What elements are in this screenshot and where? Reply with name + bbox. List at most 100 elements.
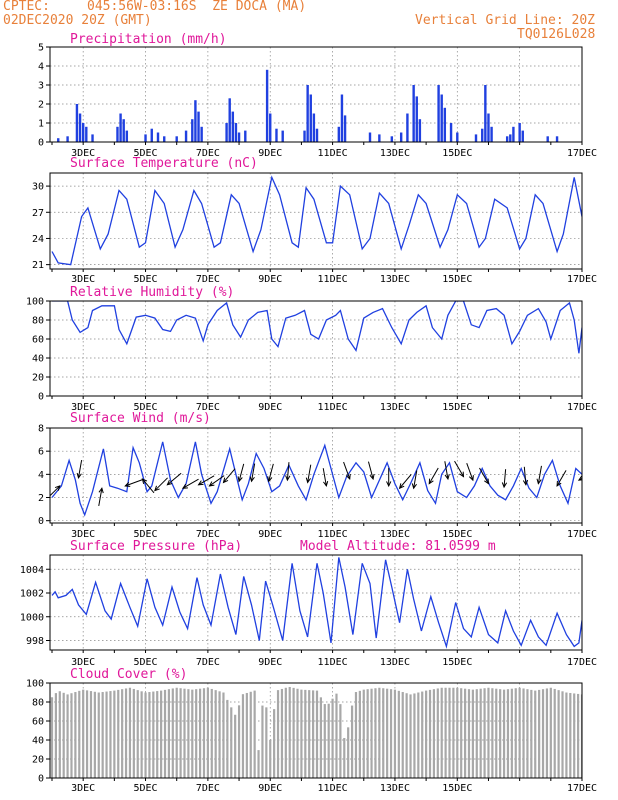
y-tick-label: 40	[32, 354, 44, 365]
cloud-bar	[499, 689, 502, 778]
cloud-bar	[167, 689, 171, 778]
cloud-bar	[534, 690, 537, 778]
cloud-bar	[405, 693, 408, 778]
cloud-bar	[386, 688, 389, 778]
wind-arrow-head	[459, 471, 465, 478]
precip-bar	[191, 119, 194, 142]
cloud-bar	[467, 689, 471, 778]
precip-bar	[237, 132, 241, 142]
x-tick-label: 5DEC	[133, 274, 157, 285]
cloud-bar	[393, 689, 397, 778]
precip-bar	[197, 111, 200, 142]
y-tick-label: 4	[38, 62, 44, 73]
precip-bar	[78, 113, 82, 142]
wind-arrow	[50, 485, 61, 497]
cloud-bar	[249, 691, 252, 778]
cloud-bar	[195, 689, 198, 778]
y-tick-label: 2	[38, 100, 44, 111]
precip-bar	[306, 85, 309, 142]
cloud-bar	[62, 692, 65, 778]
x-tick-label: 17DEC	[567, 402, 597, 413]
cloud-bar	[479, 688, 482, 778]
precip-bar	[418, 119, 422, 142]
cloud-bar	[222, 692, 225, 778]
y-tick-label: 1000	[20, 612, 44, 623]
cloud-bar	[234, 714, 237, 778]
x-tick-label: 9DEC	[258, 274, 282, 285]
cloud-bar	[163, 689, 167, 778]
cloud-bar	[463, 688, 467, 778]
header-location: 045:56W-03:16S ZE DOCA (MA)	[87, 0, 307, 14]
precip-bar	[490, 126, 493, 142]
cloud-bar	[553, 688, 556, 778]
precip-bar	[119, 113, 122, 142]
y-tick-label: 30	[32, 182, 44, 193]
cloud-bar	[226, 699, 229, 778]
panel-content	[51, 175, 582, 266]
wind-arrow	[238, 463, 245, 482]
x-tick-label: 5DEC	[133, 402, 157, 413]
y-tick-label: 21	[32, 260, 44, 271]
x-tick-label: 15DEC	[442, 657, 472, 668]
precip-bar	[390, 136, 394, 142]
y-tick-label: 998	[26, 636, 44, 647]
panel-frame	[49, 682, 583, 779]
wind-arrow	[537, 465, 542, 484]
cloud-bar	[300, 689, 303, 778]
wind-arrow-head	[444, 474, 450, 481]
cloud-bar	[569, 692, 572, 778]
x-tick-label: 3DEC	[71, 274, 95, 285]
cloud-bar	[218, 691, 221, 778]
x-tick-label: 3DEC	[71, 148, 95, 159]
x-tick-label: 15DEC	[442, 529, 472, 540]
cloud-bar	[339, 704, 342, 778]
cloud-bar	[315, 690, 319, 778]
wind-arrow	[479, 467, 489, 484]
x-tick-label: 9DEC	[258, 657, 282, 668]
x-tick-label: 3DEC	[71, 529, 95, 540]
cloud-bar	[280, 688, 284, 778]
precip-bar	[231, 111, 235, 142]
y-tick-label: 27	[32, 208, 44, 219]
cloud-bar	[413, 693, 416, 778]
cloud-bar	[54, 693, 57, 778]
header-datetime: 02DEC2020 20Z (GMT)	[3, 13, 152, 28]
precip-bar	[81, 123, 85, 142]
wind-arrow-head	[556, 480, 562, 487]
cloud-bar	[378, 687, 381, 778]
cloud-bar	[335, 693, 338, 778]
cloud-bar	[276, 690, 280, 778]
wind-arrow-head	[197, 480, 204, 486]
cloud-bar	[530, 689, 533, 778]
cloud-bar	[308, 690, 311, 778]
precip-bar	[343, 115, 347, 142]
panel-content	[51, 557, 582, 649]
wind-arrow	[223, 468, 236, 483]
cloud-bar	[148, 692, 151, 778]
cloud-bar	[573, 693, 576, 778]
wind-arrow-head	[98, 487, 104, 494]
cloud-bar	[382, 688, 385, 778]
wind-arrow-head	[522, 479, 529, 486]
wind-arrow	[556, 470, 567, 487]
wind-arrow	[98, 488, 103, 507]
y-tick-label: 60	[32, 717, 44, 728]
cloud-bar	[389, 689, 393, 778]
wind-arrow	[198, 475, 215, 486]
cloud-bar	[327, 703, 330, 778]
cloud-bar	[140, 691, 143, 778]
x-tick-label: 17DEC	[567, 783, 597, 794]
cloud-bar	[495, 688, 498, 778]
series-line	[52, 301, 582, 354]
cloud-bar	[171, 688, 174, 778]
cloud-bar	[358, 690, 361, 778]
panel-title: Surface Temperature (nC)	[70, 156, 258, 171]
precip-bar	[66, 136, 69, 142]
cloud-bar	[121, 689, 124, 778]
wind-arrow-head	[369, 473, 375, 481]
y-tick-label: 100	[26, 297, 44, 308]
y-tick-label: 24	[32, 234, 44, 245]
cloud-bar	[198, 688, 202, 778]
wind-arrow	[182, 478, 199, 489]
precip-bar	[368, 132, 372, 142]
